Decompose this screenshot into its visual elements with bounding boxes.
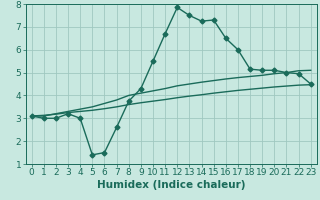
X-axis label: Humidex (Indice chaleur): Humidex (Indice chaleur) bbox=[97, 180, 245, 190]
